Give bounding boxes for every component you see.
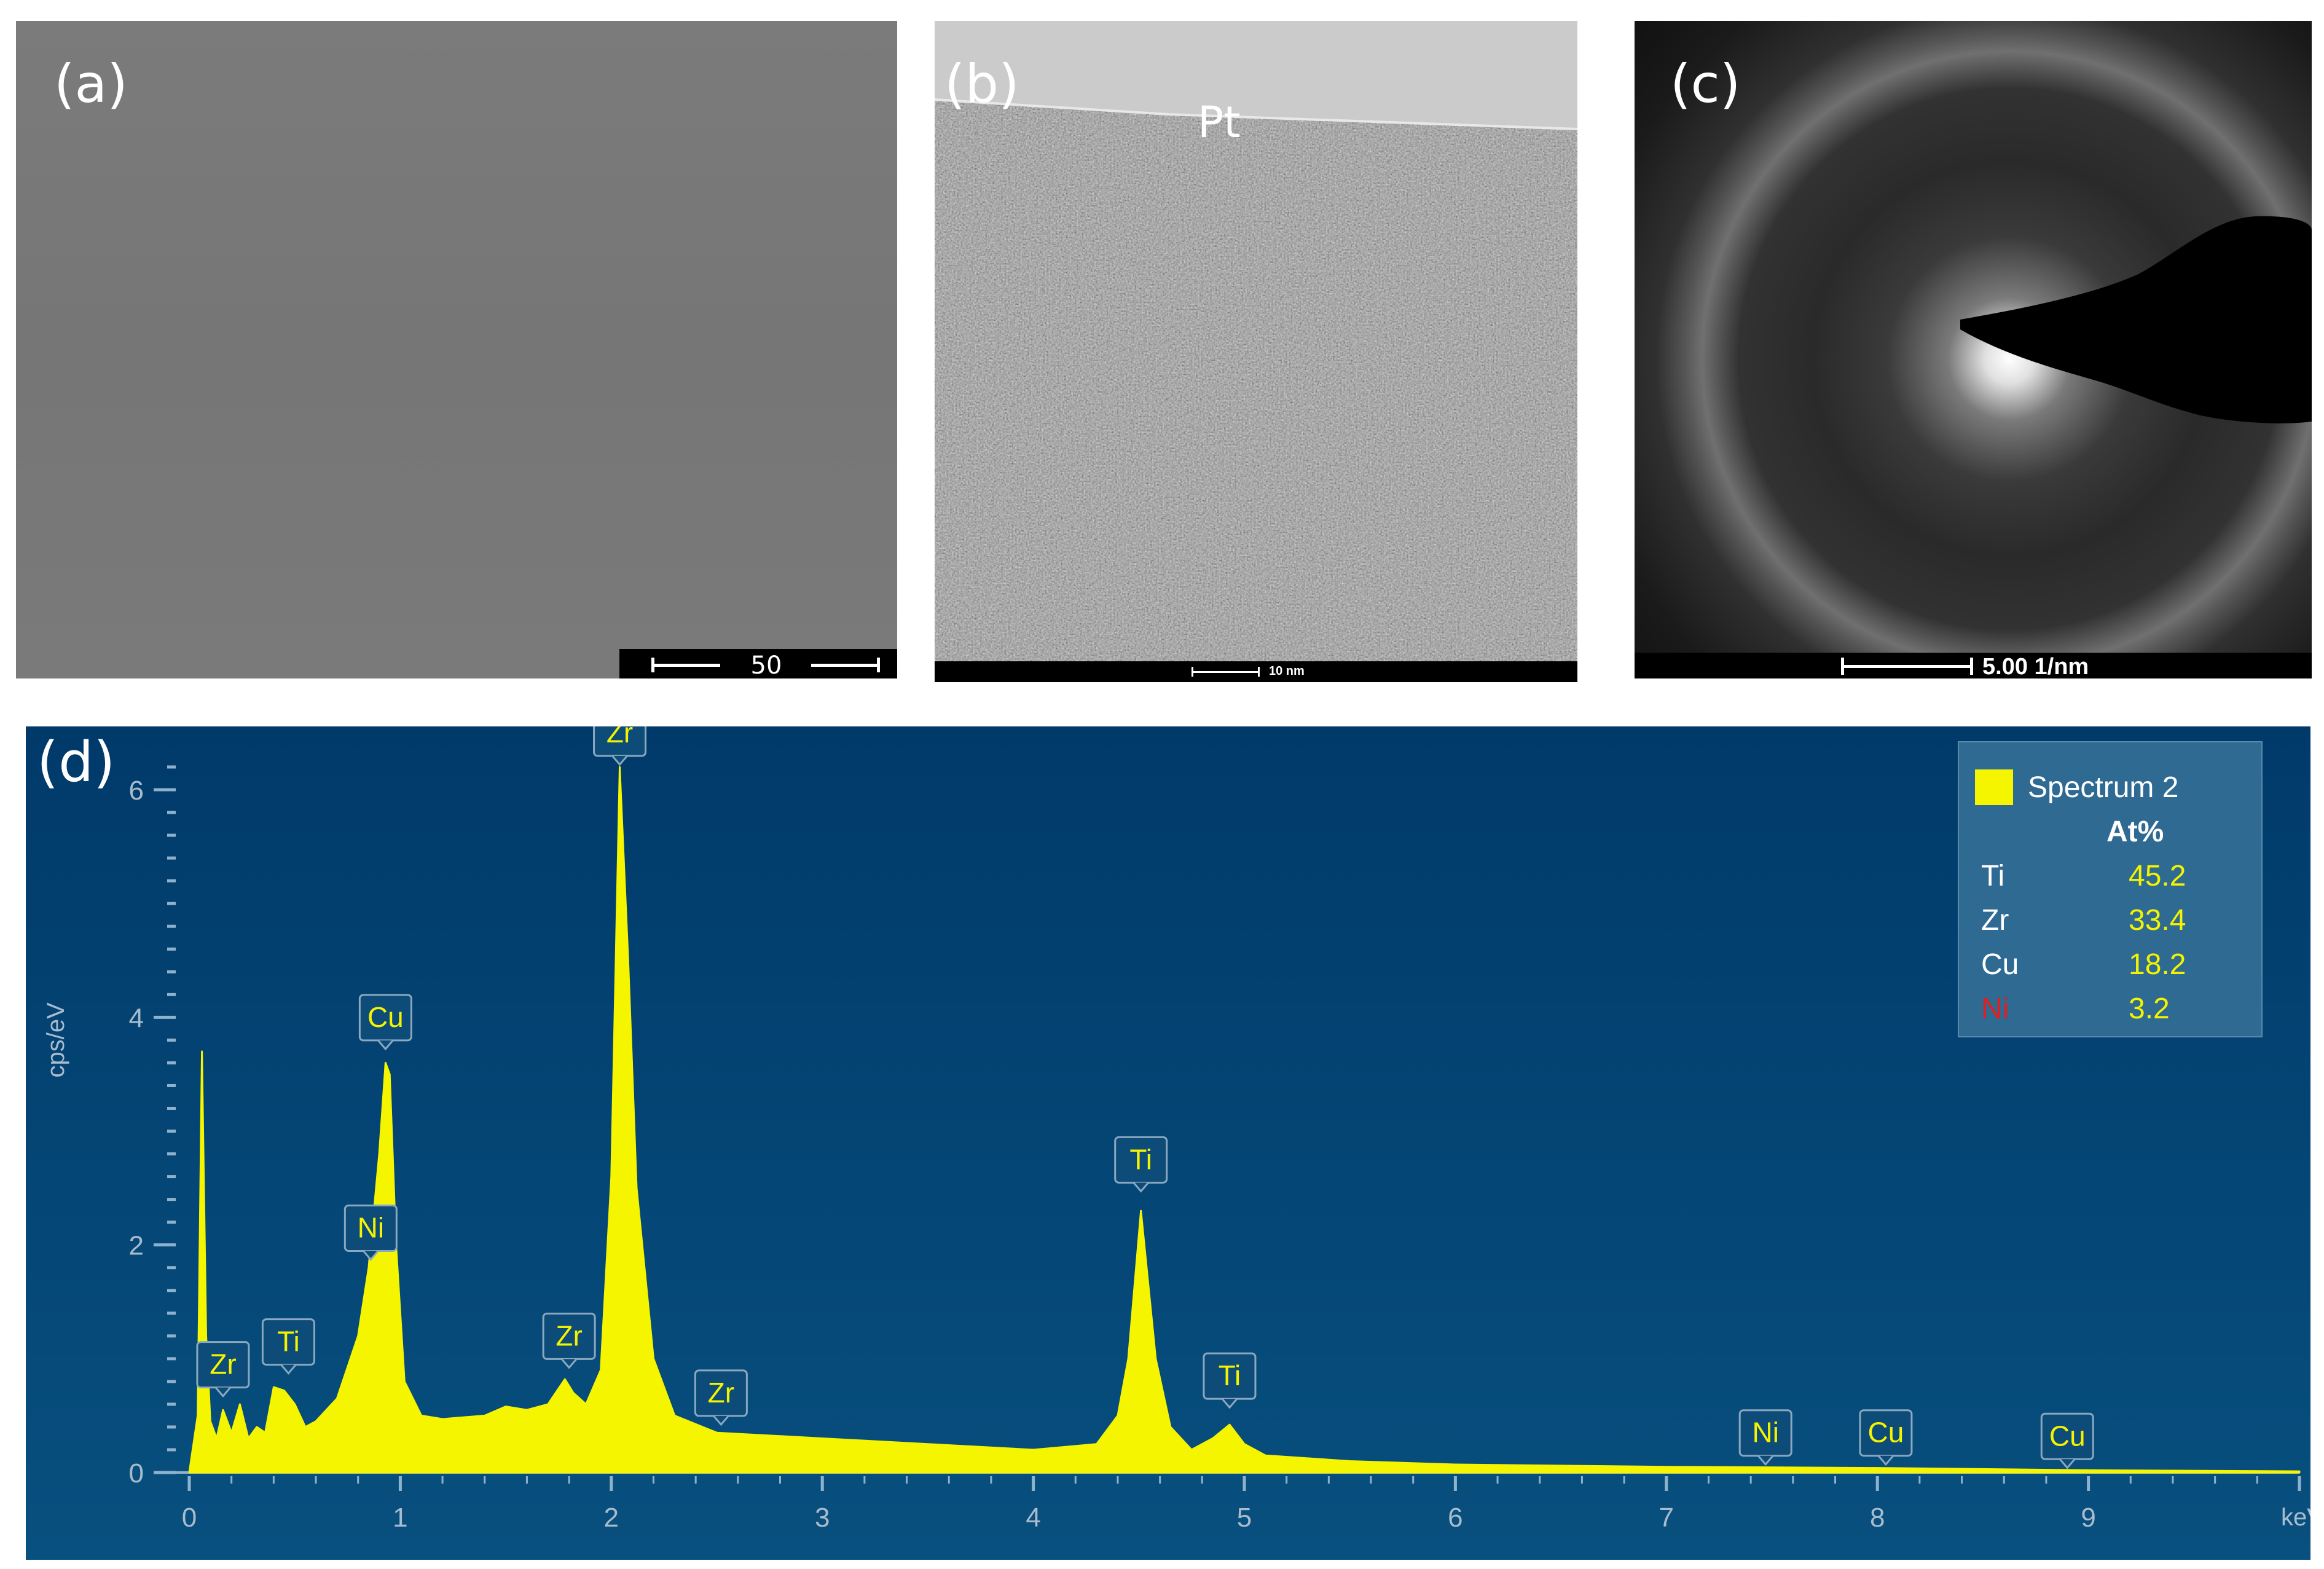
x-tick-label: 1 — [393, 1503, 407, 1533]
svg-text:Ni: Ni — [358, 1211, 384, 1243]
panel-c-scale-text: 5.00 1/nm — [1982, 654, 2089, 678]
peak-label: Ni — [1738, 1409, 1792, 1466]
x-tick-label: 2 — [604, 1503, 619, 1533]
peak-label: Zr — [542, 1312, 596, 1369]
panel-c-diffraction-pattern: (c) 5.00 1/nm — [1635, 21, 2312, 678]
peak-label: Ti — [1203, 1352, 1257, 1409]
x-tick-label: 9 — [2081, 1503, 2095, 1533]
x-tick-label: 6 — [1448, 1503, 1462, 1533]
peak-label: Cu — [1859, 1409, 1913, 1466]
svg-text:Zr: Zr — [210, 1348, 236, 1380]
legend-element: Ti — [1981, 860, 2005, 892]
peak-label: Ti — [1114, 1136, 1168, 1193]
legend-value: 33.4 — [2129, 904, 2186, 937]
panel-c-scale-bar: 5.00 1/nm — [1635, 653, 2312, 678]
panel-a-scale-text: 50 µm — [750, 651, 782, 678]
legend-header: At% — [2106, 816, 2164, 848]
panel-a-sem-image: (a) 50 µm — [16, 21, 897, 678]
beam-stopper — [1960, 216, 2312, 423]
panel-a-scale-bar: 50 µm — [619, 649, 897, 678]
peak-label: Cu — [2040, 1412, 2094, 1469]
panel-d-eds-spectrum: 0 1 2 3 4 5 6 7 8 9 keV 0 2 4 6 cps/eV Zr Ti Ni Cu Zr Zr Zr Ti… — [26, 726, 2310, 1560]
x-tick-label: 0 — [182, 1503, 197, 1533]
panel-c-label: (c) — [1670, 53, 1741, 115]
x-tick-label: 8 — [1870, 1503, 1885, 1533]
svg-text:Zr: Zr — [708, 1377, 734, 1409]
y-tick-label: 2 — [129, 1231, 144, 1261]
panel-d-label: (d) — [37, 730, 116, 795]
panel-a-label: (a) — [54, 53, 128, 115]
spectrum-area — [188, 766, 2301, 1474]
peak-label: Ti — [261, 1318, 315, 1375]
svg-text:Zr: Zr — [607, 726, 633, 749]
y-tick-label: 0 — [129, 1458, 144, 1488]
chart-legend: Spectrum 2 At% Ti 45.2 Zr 33.4 Cu 18.2 Ni 3.2 — [1958, 741, 2263, 1037]
svg-text:Ti: Ti — [1219, 1359, 1241, 1391]
x-tick-label: 7 — [1659, 1503, 1674, 1533]
panel-b-label: (b) — [944, 53, 1019, 115]
legend-swatch — [1975, 769, 2013, 805]
legend-row: Ni 3.2 — [1981, 992, 2251, 1029]
y-tick-label: 4 — [129, 1003, 144, 1033]
legend-row: Zr 33.4 — [1981, 903, 2251, 940]
svg-text:Ti: Ti — [1129, 1143, 1152, 1175]
legend-value: 3.2 — [2129, 993, 2170, 1025]
eds-spectrum-chart: 0 1 2 3 4 5 6 7 8 9 keV 0 2 4 6 cps/eV Zr Ti Ni Cu Zr Zr Zr Ti… — [42, 726, 2310, 1533]
panel-b-scale-bar: 10 nm — [935, 661, 1577, 682]
peak-label: Zr — [593, 726, 647, 766]
svg-text:Ni: Ni — [1752, 1417, 1778, 1449]
spectrum-series — [188, 766, 2301, 1474]
svg-text:Ti: Ti — [277, 1326, 300, 1358]
panel-b-scale-text: 10 nm — [1269, 664, 1305, 678]
legend-element: Cu — [1981, 948, 2019, 981]
peak-label: Ni — [343, 1204, 398, 1261]
legend-row: Ti 45.2 — [1981, 859, 2251, 896]
x-tick-label: 4 — [1026, 1503, 1040, 1533]
legend-value: 45.2 — [2129, 860, 2186, 892]
x-tick-label: 5 — [1237, 1503, 1252, 1533]
y-tick-label: 6 — [129, 776, 144, 806]
y-axis-title: cps/eV — [42, 1002, 69, 1078]
peak-labels: Zr Ti Ni Cu Zr Zr Zr Ti Ti Ni Cu Cu — [196, 726, 2094, 1469]
svg-text:Cu: Cu — [1868, 1417, 1904, 1449]
peak-label: Zr — [694, 1369, 748, 1426]
svg-text:Cu: Cu — [367, 1001, 404, 1033]
legend-series-name: Spectrum 2 — [2028, 771, 2179, 804]
panel-b-texture — [935, 21, 1577, 682]
panel-b-tem-image: (b) Pt 10 nm — [935, 21, 1577, 682]
pt-layer-label: Pt — [1198, 97, 1241, 147]
legend-value: 18.2 — [2129, 948, 2186, 981]
svg-text:Cu: Cu — [2049, 1420, 2086, 1452]
legend-element: Zr — [1981, 904, 2009, 937]
x-axis-title: keV — [2281, 1504, 2310, 1531]
x-tick-label: 3 — [815, 1503, 830, 1533]
svg-text:Zr: Zr — [555, 1319, 582, 1351]
peak-label: Zr — [196, 1341, 250, 1398]
peak-label: Cu — [358, 994, 412, 1051]
legend-row: Cu 18.2 — [1981, 948, 2251, 985]
legend-element: Ni — [1981, 993, 2009, 1025]
